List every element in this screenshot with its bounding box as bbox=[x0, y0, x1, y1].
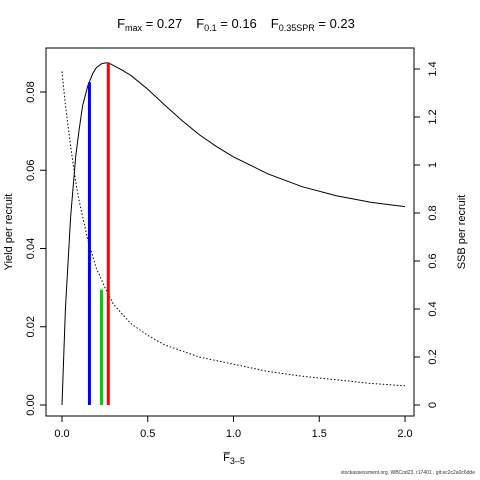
x-axis-title-main: F̅ bbox=[223, 452, 231, 464]
title-fmax-sub: max bbox=[125, 23, 143, 33]
title-f01-sub: 0.1 bbox=[204, 23, 217, 33]
y-tick-label: 0.00 bbox=[25, 394, 37, 415]
y-tick-label: 0.04 bbox=[25, 238, 37, 259]
y-tick-label: 0.02 bbox=[25, 316, 37, 337]
chart-title: Fmax = 0.27​F0.1 = 0.16​F0.35SPR = 0.23 bbox=[117, 16, 355, 33]
y-tick-label: 0.06 bbox=[25, 160, 37, 181]
title-f01-main: F bbox=[196, 16, 204, 31]
y-tick-label: 0.08 bbox=[25, 81, 37, 102]
title-fspr-main: F bbox=[271, 16, 279, 31]
title-f01-value: = 0.16 bbox=[217, 16, 257, 31]
x-tick-label: 2.0 bbox=[397, 428, 412, 440]
plot-frame bbox=[45, 47, 415, 417]
series-layer bbox=[61, 62, 406, 406]
x-axis-title-sub: 3–5 bbox=[230, 456, 245, 466]
y2-tick-label: 1.4 bbox=[427, 61, 439, 76]
yield-per-recruit-line bbox=[61, 62, 406, 406]
y2-tick-label: 0.4 bbox=[427, 301, 439, 316]
y2-tick-label: 1.2 bbox=[427, 109, 439, 124]
x-tick-label: 1.5 bbox=[312, 428, 327, 440]
y2-tick-label: 0.2 bbox=[427, 349, 439, 364]
y2-tick-label: 0.8 bbox=[427, 205, 439, 220]
y-axis-right: 0 0.2 0.4 0.6 0.8 1 1.2 1.4 bbox=[414, 61, 439, 408]
title-fmax-value: = 0.27 bbox=[142, 16, 182, 31]
y-axis-left: 0.00 0.02 0.04 0.06 0.08 bbox=[25, 81, 46, 416]
y2-axis-title: SSB per recruit bbox=[456, 195, 468, 270]
y2-tick-label: 0.6 bbox=[427, 253, 439, 268]
y2-tick-label: 1 bbox=[427, 162, 439, 168]
x-tick-label: 1.0 bbox=[226, 428, 241, 440]
title-fspr-sub: 0.35SPR bbox=[279, 23, 316, 33]
x-tick-label: 0.0 bbox=[54, 428, 69, 440]
ssb-per-recruit-line bbox=[61, 71, 406, 387]
y-axis-title: Yield per recruit bbox=[3, 194, 15, 271]
x-axis: 0.0 0.5 1.0 1.5 2.0 bbox=[54, 416, 413, 440]
y2-tick-label: 0 bbox=[427, 402, 439, 408]
reference-lines-layer bbox=[87, 62, 110, 405]
x-tick-label: 0.5 bbox=[140, 428, 155, 440]
title-fspr-value: = 0.23 bbox=[315, 16, 355, 31]
x-axis-title: F̅3–5 bbox=[223, 452, 245, 466]
title-fmax-main: F bbox=[117, 16, 125, 31]
footer-note: stockassessment.org, WBCod23, r17401 , g… bbox=[341, 470, 475, 476]
